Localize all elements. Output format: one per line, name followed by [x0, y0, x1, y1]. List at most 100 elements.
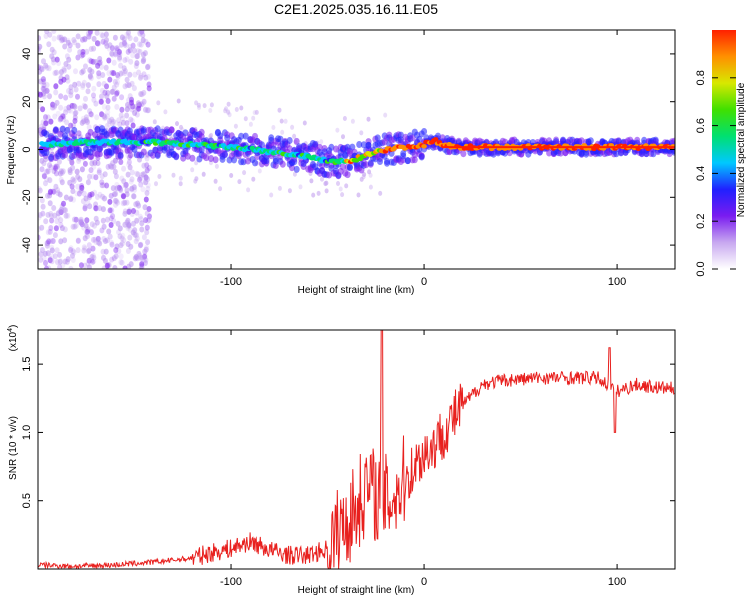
heatmap-noise-cell: [277, 107, 282, 113]
heatmap-noise-cell: [130, 193, 136, 200]
heatmap-halo-cell: [613, 150, 620, 158]
heatmap-noise-cell: [118, 242, 124, 249]
heatmap-noise-cell: [119, 94, 125, 101]
heatmap-noise-cell: [146, 85, 152, 92]
heatmap-halo-cell: [71, 126, 78, 134]
heatmap-noise-cell: [134, 60, 140, 67]
heatmap-noise-cell: [93, 238, 99, 245]
heatmap-halo-cell: [272, 157, 279, 165]
heatmap-noise-cell: [122, 41, 128, 48]
heatmap-noise-cell: [38, 256, 44, 263]
heatmap-noise-cell: [85, 30, 91, 37]
heatmap-noise-cell: [175, 121, 179, 127]
x-tick-label: 100: [608, 276, 626, 288]
heatmap-noise-cell: [138, 91, 144, 97]
heatmap-noise-cell: [124, 112, 130, 119]
heatmap-noise-cell: [48, 188, 53, 195]
heatmap-noise-cell: [135, 171, 141, 178]
heatmap-noise-cell: [122, 210, 128, 217]
heatmap-noise-cell: [43, 62, 49, 69]
heatmap-noise-cell: [96, 169, 102, 176]
heatmap-noise-cell: [38, 43, 43, 50]
heatmap-noise-cell: [71, 37, 77, 43]
heatmap-noise-cell: [309, 178, 314, 184]
heatmap-noise-cell: [243, 116, 248, 122]
heatmap-halo-cell: [108, 149, 115, 157]
heatmap-noise-cell: [68, 88, 74, 95]
heatmap-noise-cell: [157, 174, 162, 179]
heatmap-noise-cell: [88, 46, 94, 52]
snr-ticks: -100 0 100 0.5 1.0 1.5: [21, 330, 675, 588]
heatmap-noise-cell: [97, 205, 103, 212]
heatmap-noise-cell: [75, 54, 81, 61]
heatmap-noise-cell: [118, 62, 124, 69]
heatmap-noise-cell: [75, 238, 81, 244]
heatmap-noise-cell: [279, 118, 284, 124]
heatmap-noise-cell: [125, 217, 131, 224]
heatmap-noise-cell: [85, 118, 91, 125]
heatmap-noise-cell: [44, 242, 50, 249]
heatmap-noise-cell: [234, 107, 239, 112]
x-tick-label: -100: [220, 576, 242, 588]
heatmap-halo-cell: [221, 151, 228, 159]
heatmap-noise-cell: [87, 73, 93, 80]
heatmap-noise-cell: [111, 163, 117, 170]
heatmap-noise-cell: [101, 80, 107, 87]
heatmap-noise-cell: [113, 157, 118, 164]
heatmap-noise-cell: [40, 106, 46, 113]
heatmap-noise-cell: [57, 264, 63, 269]
heatmap-noise-cell: [227, 112, 232, 118]
heatmap-halo-cell: [212, 156, 219, 164]
heatmap-noise-cell: [103, 31, 109, 38]
heatmap-noise-cell: [98, 98, 104, 105]
heatmap-noise-cell: [143, 38, 149, 45]
heatmap-noise-cell: [138, 266, 144, 269]
heatmap-noise-cell: [117, 51, 123, 58]
heatmap-noise-cell: [208, 108, 213, 113]
heatmap-noise-cell: [79, 52, 85, 59]
heatmap-noise-cell: [44, 176, 50, 183]
heatmap-noise-cell: [104, 93, 109, 100]
heatmap-noise-cell: [67, 46, 73, 53]
x-tick-label: 0: [421, 276, 427, 288]
heatmap-halo-cell: [326, 171, 333, 179]
heatmap-noise-cell: [109, 256, 115, 263]
heatmap-noise-cell: [113, 201, 118, 208]
heatmap-noise-cell: [139, 220, 145, 227]
heatmap-noise-cell: [63, 105, 69, 112]
y-tick-label: 0.5: [21, 493, 33, 508]
heatmap-noise-cell: [144, 229, 150, 236]
heatmap-noise-cell: [39, 224, 45, 231]
heatmap-noise-cell: [109, 163, 115, 170]
heatmap-noise-cell: [46, 41, 52, 48]
heatmap-noise-cell: [61, 67, 67, 74]
heatmap-noise-cell: [130, 229, 136, 236]
heatmap-noise-cell: [134, 235, 140, 242]
heatmap-noise-cell: [68, 92, 74, 99]
heatmap-halo-cell: [43, 130, 50, 138]
heatmap-noise-cell: [56, 158, 62, 165]
heatmap-noise-cell: [132, 186, 138, 193]
heatmap-noise-cell: [51, 30, 57, 34]
heatmap-noise-cell: [51, 49, 57, 56]
heatmap-noise-cell: [55, 163, 61, 170]
heatmap-noise-cell: [139, 91, 145, 98]
heatmap-noise-cell: [136, 250, 142, 257]
heatmap-noise-cell: [338, 186, 343, 192]
heatmap-noise-cell: [176, 98, 181, 104]
heatmap-noise-cell: [55, 190, 61, 197]
heatmap-noise-cell: [72, 117, 78, 124]
heatmap-noise-cell: [107, 118, 113, 125]
heatmap-noise-cell: [218, 186, 223, 192]
heatmap-noise-cell: [134, 217, 140, 224]
colorbar-tick-label: 0.8: [695, 70, 707, 85]
heatmap-noise-cell: [111, 70, 117, 77]
heatmap-noise-cell: [131, 193, 137, 200]
heatmap-noise-cell: [128, 116, 134, 123]
heatmap-noise-cell: [142, 253, 148, 260]
heatmap-noise-cell: [97, 59, 103, 66]
heatmap-noise-cell: [122, 199, 128, 206]
heatmap-noise-cell: [106, 57, 112, 64]
heatmap-noise-cell: [116, 248, 122, 255]
heatmap-noise-cell: [105, 104, 111, 111]
